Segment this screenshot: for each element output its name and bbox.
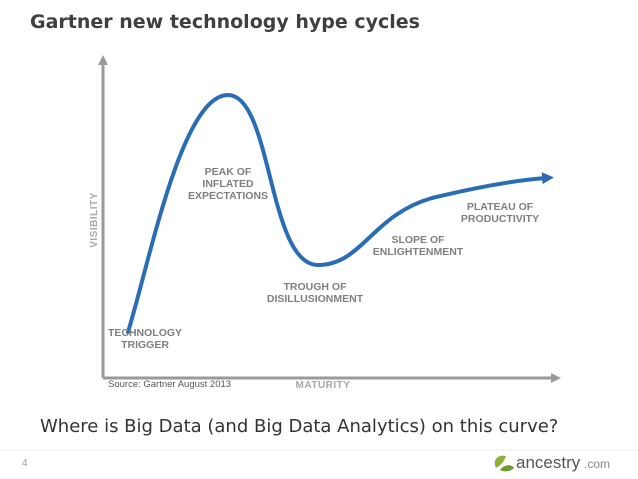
question: Where is Big Data (and Big Data Analytic… [40, 416, 558, 437]
phase-label: SLOPE OF [391, 234, 445, 246]
phase-label: DISILLUSIONMENT [267, 293, 364, 305]
phase-label: TROUGH OF [284, 281, 348, 293]
phase-label: PEAK OF [205, 166, 252, 178]
logo-name: ancestry [516, 453, 581, 472]
page-number: 4 [22, 458, 28, 469]
source: Source: Gartner August 2013 [108, 379, 231, 390]
phase-label: PRODUCTIVITY [461, 213, 539, 225]
logo-leaf [494, 455, 514, 472]
phase-label: INFLATED [202, 178, 254, 190]
phase-label: PLATEAU OF [467, 201, 534, 213]
hype-curve [126, 92, 554, 334]
logo-suffix: .com [584, 457, 610, 471]
slide-title: Gartner new technology hype cycles [30, 11, 420, 33]
phase-label: TECHNOLOGY [108, 327, 182, 339]
phase-label: TRIGGER [121, 339, 169, 351]
y-axis-label: VISIBILITY [89, 192, 100, 248]
x-axis-label: MATURITY [296, 380, 351, 391]
phase-label: EXPECTATIONS [188, 190, 268, 202]
phase-label: ENLIGHTENMENT [373, 246, 464, 258]
